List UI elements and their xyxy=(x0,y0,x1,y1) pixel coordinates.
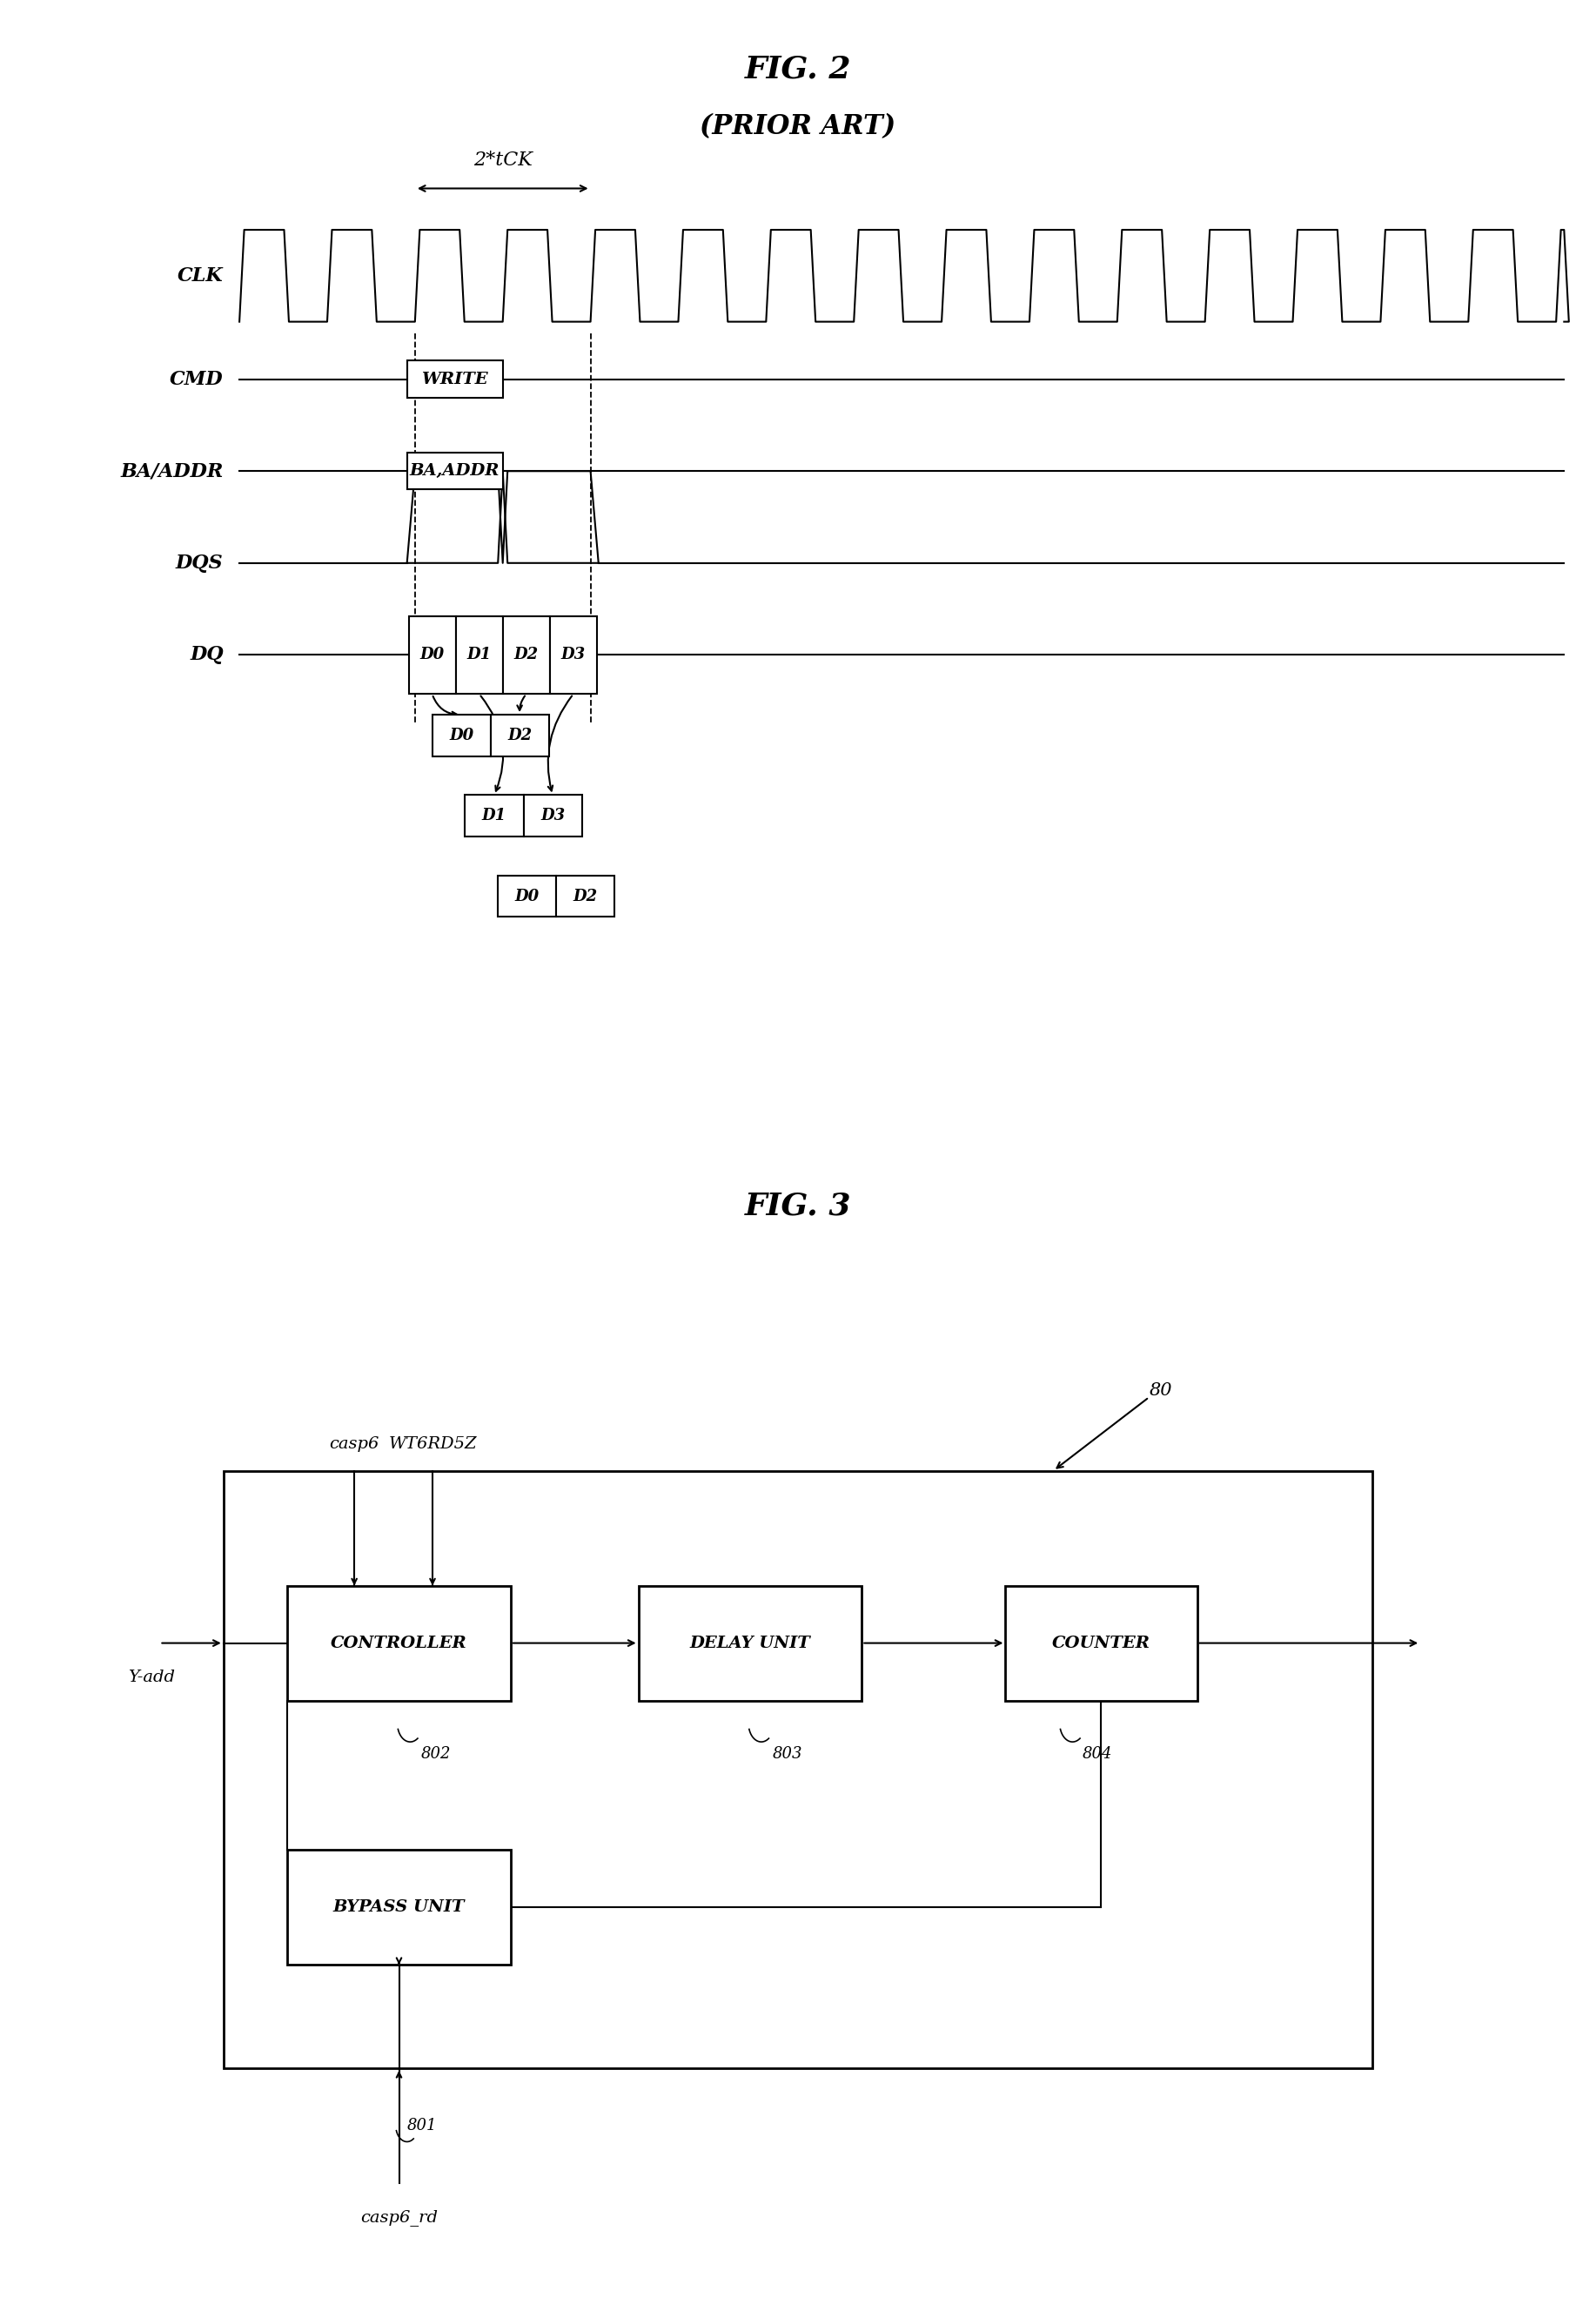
FancyBboxPatch shape xyxy=(407,361,503,398)
Text: BA/ADDR: BA/ADDR xyxy=(120,462,223,480)
Text: 801: 801 xyxy=(407,2119,437,2133)
Text: COUNTER: COUNTER xyxy=(1052,1636,1151,1650)
FancyBboxPatch shape xyxy=(557,876,614,917)
Text: Y-add: Y-add xyxy=(128,1671,174,1684)
Text: DQS: DQS xyxy=(176,554,223,572)
FancyBboxPatch shape xyxy=(287,1586,511,1701)
Text: D0: D0 xyxy=(420,648,444,662)
Text: 803: 803 xyxy=(772,1746,803,1763)
Text: D2: D2 xyxy=(573,889,598,903)
FancyBboxPatch shape xyxy=(490,715,549,756)
Text: FIG. 3: FIG. 3 xyxy=(745,1193,851,1220)
Text: 80: 80 xyxy=(1149,1381,1171,1399)
Text: 802: 802 xyxy=(421,1746,452,1763)
FancyBboxPatch shape xyxy=(287,1850,511,1965)
FancyBboxPatch shape xyxy=(464,795,523,836)
Text: 2*tCK: 2*tCK xyxy=(472,152,533,170)
Text: D2: D2 xyxy=(514,648,538,662)
FancyBboxPatch shape xyxy=(523,795,583,836)
Text: D2: D2 xyxy=(508,728,531,742)
Text: FIG. 2: FIG. 2 xyxy=(745,55,851,83)
FancyBboxPatch shape xyxy=(1005,1586,1197,1701)
Text: BA,ADDR: BA,ADDR xyxy=(410,464,500,478)
FancyBboxPatch shape xyxy=(456,616,503,694)
FancyBboxPatch shape xyxy=(503,616,551,694)
Text: WRITE: WRITE xyxy=(421,372,488,386)
FancyBboxPatch shape xyxy=(498,876,557,917)
Text: BYPASS UNIT: BYPASS UNIT xyxy=(334,1900,464,1914)
Text: D3: D3 xyxy=(541,809,565,823)
FancyBboxPatch shape xyxy=(551,616,597,694)
Text: CMD: CMD xyxy=(169,370,223,388)
Text: CONTROLLER: CONTROLLER xyxy=(330,1636,468,1650)
FancyBboxPatch shape xyxy=(407,453,503,489)
FancyBboxPatch shape xyxy=(638,1586,862,1701)
Text: D1: D1 xyxy=(468,648,492,662)
Text: D1: D1 xyxy=(482,809,506,823)
Text: CLK: CLK xyxy=(177,267,223,285)
Text: casp6_rd: casp6_rd xyxy=(361,2208,437,2227)
Text: D0: D0 xyxy=(448,728,474,742)
FancyBboxPatch shape xyxy=(409,616,456,694)
Text: DQ: DQ xyxy=(190,646,223,664)
Text: DELAY UNIT: DELAY UNIT xyxy=(689,1636,811,1650)
Text: 804: 804 xyxy=(1082,1746,1112,1763)
Text: (PRIOR ART): (PRIOR ART) xyxy=(701,113,895,140)
FancyBboxPatch shape xyxy=(433,715,490,756)
Text: WT6RD5Z: WT6RD5Z xyxy=(388,1436,477,1452)
Text: D0: D0 xyxy=(516,889,539,903)
Text: D3: D3 xyxy=(562,648,586,662)
Text: casp6: casp6 xyxy=(329,1436,380,1452)
